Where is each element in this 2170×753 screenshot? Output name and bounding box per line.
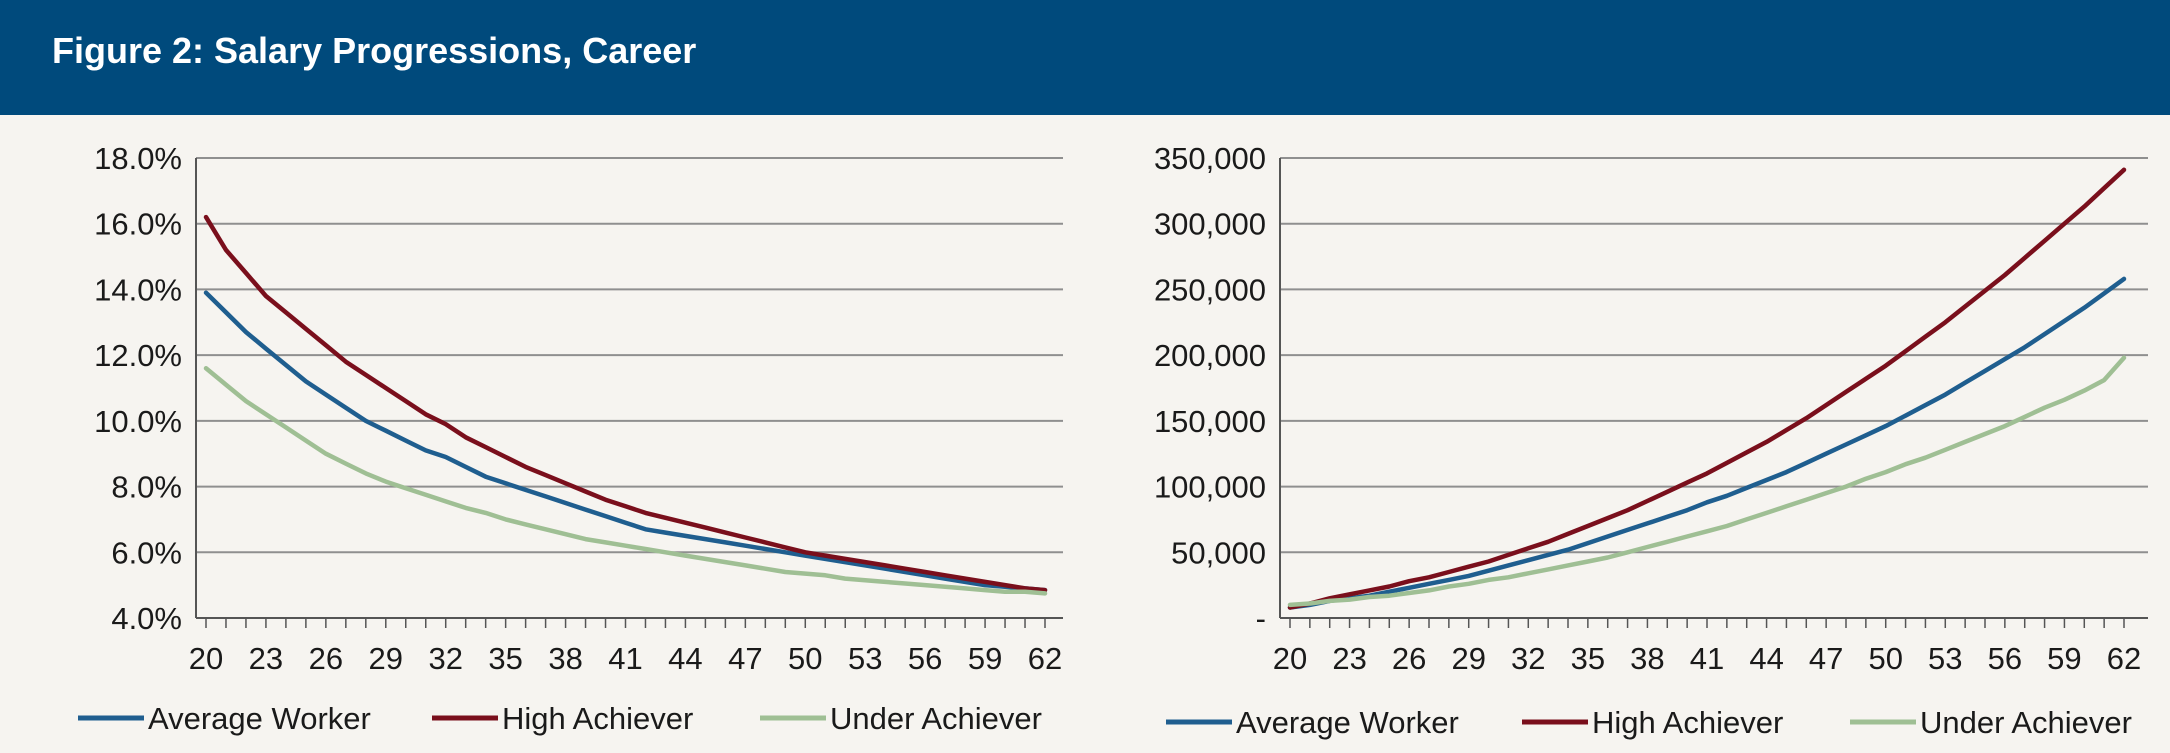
- x-tick-label: 35: [488, 641, 522, 676]
- x-tick-label: 47: [728, 641, 762, 676]
- x-tick-label: 53: [1928, 641, 1962, 676]
- series-line-under-achiever: [203, 366, 1048, 596]
- figure-banner: Figure 2: Salary Progressions, Career: [0, 0, 2170, 115]
- x-tick-label: 23: [1332, 641, 1366, 676]
- series-line-average-worker: [1287, 276, 2127, 610]
- legend-label-high-achiever: High Achiever: [502, 701, 693, 736]
- x-tick-label: 38: [548, 641, 582, 676]
- x-tick-label: 50: [788, 641, 822, 676]
- x-tick-label: 26: [1392, 641, 1426, 676]
- legend-label-under-achiever: Under Achiever: [830, 701, 1042, 736]
- x-tick-label: 26: [309, 641, 343, 676]
- series-line-average-worker: [203, 290, 1048, 593]
- legend-label-under-achiever: Under Achiever: [1920, 705, 2132, 740]
- y-tick-label: 8.0%: [111, 470, 182, 505]
- x-tick-label: 44: [668, 641, 702, 676]
- y-tick-label: 16.0%: [94, 207, 182, 242]
- x-tick-label: 41: [1690, 641, 1724, 676]
- series-line-high-achiever: [203, 214, 1048, 593]
- x-tick-label: 29: [1451, 641, 1485, 676]
- x-tick-label: 56: [1988, 641, 2022, 676]
- series-line-under-achiever: [1287, 355, 2127, 608]
- series-line-high-achiever: [1287, 167, 2127, 610]
- y-tick-label: 14.0%: [94, 272, 182, 307]
- y-tick-label: -: [1256, 601, 1266, 636]
- y-tick-label: 10.0%: [94, 404, 182, 439]
- x-tick-label: 32: [428, 641, 462, 676]
- x-tick-label: 62: [2107, 641, 2141, 676]
- x-tick-label: 20: [189, 641, 223, 676]
- legend-label-average-worker: Average Worker: [148, 701, 371, 736]
- salary-growth-rate-chart: 18.0% 16.0% 14.0% 12.0% 10.0% 8.0% 6.0% 4.0%20 2…: [78, 141, 1063, 736]
- y-tick-label: 50,000: [1171, 535, 1266, 570]
- x-tick-label: 32: [1511, 641, 1545, 676]
- x-tick-label: 59: [968, 641, 1002, 676]
- x-tick-label: 35: [1571, 641, 1605, 676]
- y-tick-label: 250,000: [1154, 272, 1266, 307]
- y-tick-label: 6.0%: [111, 535, 182, 570]
- x-tick-label: 20: [1273, 641, 1307, 676]
- y-tick-label: 4.0%: [111, 601, 182, 636]
- x-tick-label: 59: [2047, 641, 2081, 676]
- y-tick-label: 300,000: [1154, 207, 1266, 242]
- x-tick-label: 44: [1749, 641, 1783, 676]
- y-tick-label: 200,000: [1154, 338, 1266, 373]
- y-tick-label: 18.0%: [94, 141, 182, 176]
- x-tick-label: 53: [848, 641, 882, 676]
- x-tick-label: 47: [1809, 641, 1843, 676]
- x-tick-label: 23: [249, 641, 283, 676]
- figure-title: Figure 2: Salary Progressions, Career: [52, 30, 697, 71]
- x-tick-label: 29: [369, 641, 403, 676]
- x-tick-label: 41: [608, 641, 642, 676]
- y-tick-label: 350,000: [1154, 141, 1266, 176]
- legend-label-average-worker: Average Worker: [1236, 705, 1459, 740]
- y-tick-label: 150,000: [1154, 404, 1266, 439]
- y-tick-label: 100,000: [1154, 470, 1266, 505]
- y-tick-label: 12.0%: [94, 338, 182, 373]
- x-tick-label: 50: [1868, 641, 1902, 676]
- legend-label-high-achiever: High Achiever: [1592, 705, 1783, 740]
- x-tick-label: 62: [1028, 641, 1062, 676]
- x-tick-label: 56: [908, 641, 942, 676]
- x-tick-label: 38: [1630, 641, 1664, 676]
